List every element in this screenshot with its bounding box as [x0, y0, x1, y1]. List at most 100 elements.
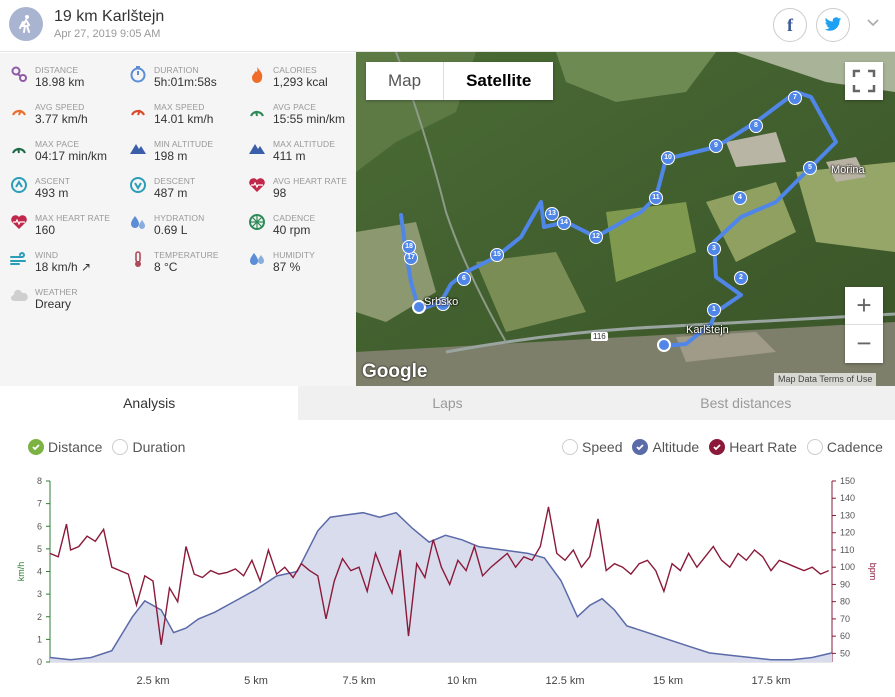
stat-label: ASCENT: [35, 176, 71, 186]
route-waypoint[interactable]: 1: [707, 303, 721, 317]
stat-value: 98: [273, 186, 287, 200]
zoom-in-button[interactable]: +: [845, 287, 883, 325]
stat-max-heart-rate: MAX HEART RATE 160: [0, 203, 118, 239]
stat-label: MAX SPEED: [154, 102, 205, 112]
stat-value: 5h:01m:58s: [154, 75, 217, 89]
option-label: Distance: [48, 439, 103, 455]
route-waypoint[interactable]: 4: [733, 191, 747, 205]
map-type-map-button[interactable]: Map: [388, 71, 422, 90]
route-waypoint[interactable]: 14: [557, 216, 571, 230]
ascent-icon: [11, 177, 27, 193]
heart-icon: [11, 215, 27, 229]
series-selector: Speed Altitude Heart Rate Cadence: [562, 437, 893, 457]
mountain-icon: [249, 144, 265, 154]
route-waypoint[interactable]: 7: [788, 91, 802, 105]
route-waypoint[interactable]: 2: [734, 271, 748, 285]
fullscreen-button[interactable]: [845, 62, 883, 100]
route-waypoint[interactable]: 13: [545, 207, 559, 221]
route-waypoint[interactable]: 16: [436, 297, 450, 311]
option-altitude[interactable]: Altitude: [632, 439, 699, 455]
route-waypoint[interactable]: 15: [490, 248, 504, 262]
stat-label: MAX PACE: [35, 139, 80, 149]
map-footer[interactable]: Map Data Terms of Use: [774, 373, 877, 386]
option-label: Altitude: [652, 439, 700, 455]
facebook-share-button[interactable]: f: [773, 8, 807, 42]
option-duration[interactable]: Duration: [112, 439, 185, 455]
stat-label: TEMPERATURE: [154, 250, 219, 260]
stat-min-altitude: MIN ALTITUDE 198 m: [119, 129, 237, 165]
tab-analysis[interactable]: Analysis: [0, 386, 299, 420]
place-label: Mořina: [831, 164, 865, 176]
tab-best-distances[interactable]: Best distances: [596, 386, 895, 420]
stat-avg-pace: AVG PACE 15:55 min/km: [238, 92, 356, 128]
route-waypoint[interactable]: 12: [589, 230, 603, 244]
right-axis-tick-label: 50: [840, 648, 850, 658]
option-label: Cadence: [826, 439, 883, 455]
location-pin-icon[interactable]: [657, 338, 671, 352]
route-waypoint[interactable]: 11: [649, 191, 663, 205]
option-label: Speed: [582, 439, 623, 455]
stat-value: 18.98 km: [35, 75, 85, 89]
stat-value: 8 °C: [154, 260, 178, 274]
stat-label: HYDRATION: [154, 213, 205, 223]
option-heart-rate[interactable]: Heart Rate: [709, 439, 797, 455]
stat-label: HUMIDITY: [273, 250, 315, 260]
google-logo: Google: [362, 361, 428, 382]
zoom-out-button[interactable]: −: [856, 328, 872, 358]
left-axis-tick-label: 0: [37, 657, 42, 667]
left-axis-tick-label: 4: [37, 567, 42, 577]
place-label: Karlštejn: [686, 324, 729, 336]
unchecked-icon: [806, 439, 823, 455]
right-axis-tick-label: 80: [840, 597, 850, 607]
speedometer-icon: [130, 109, 146, 116]
wheel-icon: [249, 214, 265, 230]
left-axis-tick-label: 8: [37, 476, 42, 486]
route-waypoint[interactable]: 3: [707, 242, 721, 256]
option-label: Heart Rate: [729, 439, 797, 455]
x-axis-tick-label: 10 km: [447, 675, 477, 687]
stat-value: 40 rpm: [273, 223, 311, 237]
left-axis-tick-label: 3: [37, 589, 42, 599]
route-waypoint[interactable]: 18: [402, 240, 416, 254]
checked-icon: [632, 439, 649, 455]
twitter-share-button[interactable]: [816, 8, 850, 42]
stat-descent: DESCENT 487 m: [119, 166, 237, 202]
twitter-icon: [824, 17, 842, 31]
route-map[interactable]: 1 2 3 4 5 6 7 8 9 10 11 12 13 14 15 16 17 18 Karlštejn Mo…: [356, 52, 895, 386]
left-axis-tick-label: 6: [37, 521, 42, 531]
stat-avg-heart-rate: AVG HEART RATE 98: [238, 166, 356, 202]
route-waypoint[interactable]: 9: [709, 139, 723, 153]
route-waypoint[interactable]: 5: [803, 161, 817, 175]
stat-label: DESCENT: [154, 176, 196, 186]
tab-laps[interactable]: Laps: [298, 386, 597, 420]
flame-icon: [252, 67, 263, 83]
x-axis-tick-label: 2.5 km: [136, 675, 169, 687]
stat-label: MIN ALTITUDE: [154, 139, 214, 149]
location-pin-icon[interactable]: [412, 300, 426, 314]
route-waypoint[interactable]: 6: [457, 272, 471, 286]
stat-value: 87 %: [273, 260, 301, 274]
option-cadence[interactable]: Cadence: [806, 439, 883, 455]
distance-icon: [11, 66, 27, 82]
option-speed[interactable]: Speed: [562, 439, 622, 455]
right-axis-label: bpm: [868, 563, 878, 581]
stat-value: Dreary: [35, 297, 72, 311]
right-axis-tick-label: 100: [840, 562, 855, 572]
right-axis-tick-label: 130: [840, 510, 855, 520]
stat-label: DURATION: [154, 65, 199, 75]
hiking-avatar-icon: [9, 7, 43, 41]
left-axis-label: km/h: [16, 562, 26, 582]
satellite-imagery: [356, 52, 895, 386]
unchecked-icon: [562, 439, 578, 455]
chevron-down-icon[interactable]: [866, 18, 880, 28]
option-distance[interactable]: Distance: [28, 439, 102, 455]
route-waypoint[interactable]: 8: [749, 119, 763, 133]
pace-icon: [249, 110, 265, 117]
route-waypoint[interactable]: 10: [661, 151, 675, 165]
activity-header: 19 km Karlštejn Apr 27, 2019 9:05 AM f: [0, 0, 895, 52]
map-type-satellite-button[interactable]: Satellite: [443, 62, 553, 100]
altitude-line: [49, 511, 833, 661]
stat-ascent: ASCENT 493 m: [0, 166, 118, 202]
analysis-chart: 0 1 2 3 4 5 6 7 8 km/h 50 60 70 80 90 100 110 120 130 140 15…: [0, 468, 895, 697]
checked-icon: [709, 439, 726, 455]
